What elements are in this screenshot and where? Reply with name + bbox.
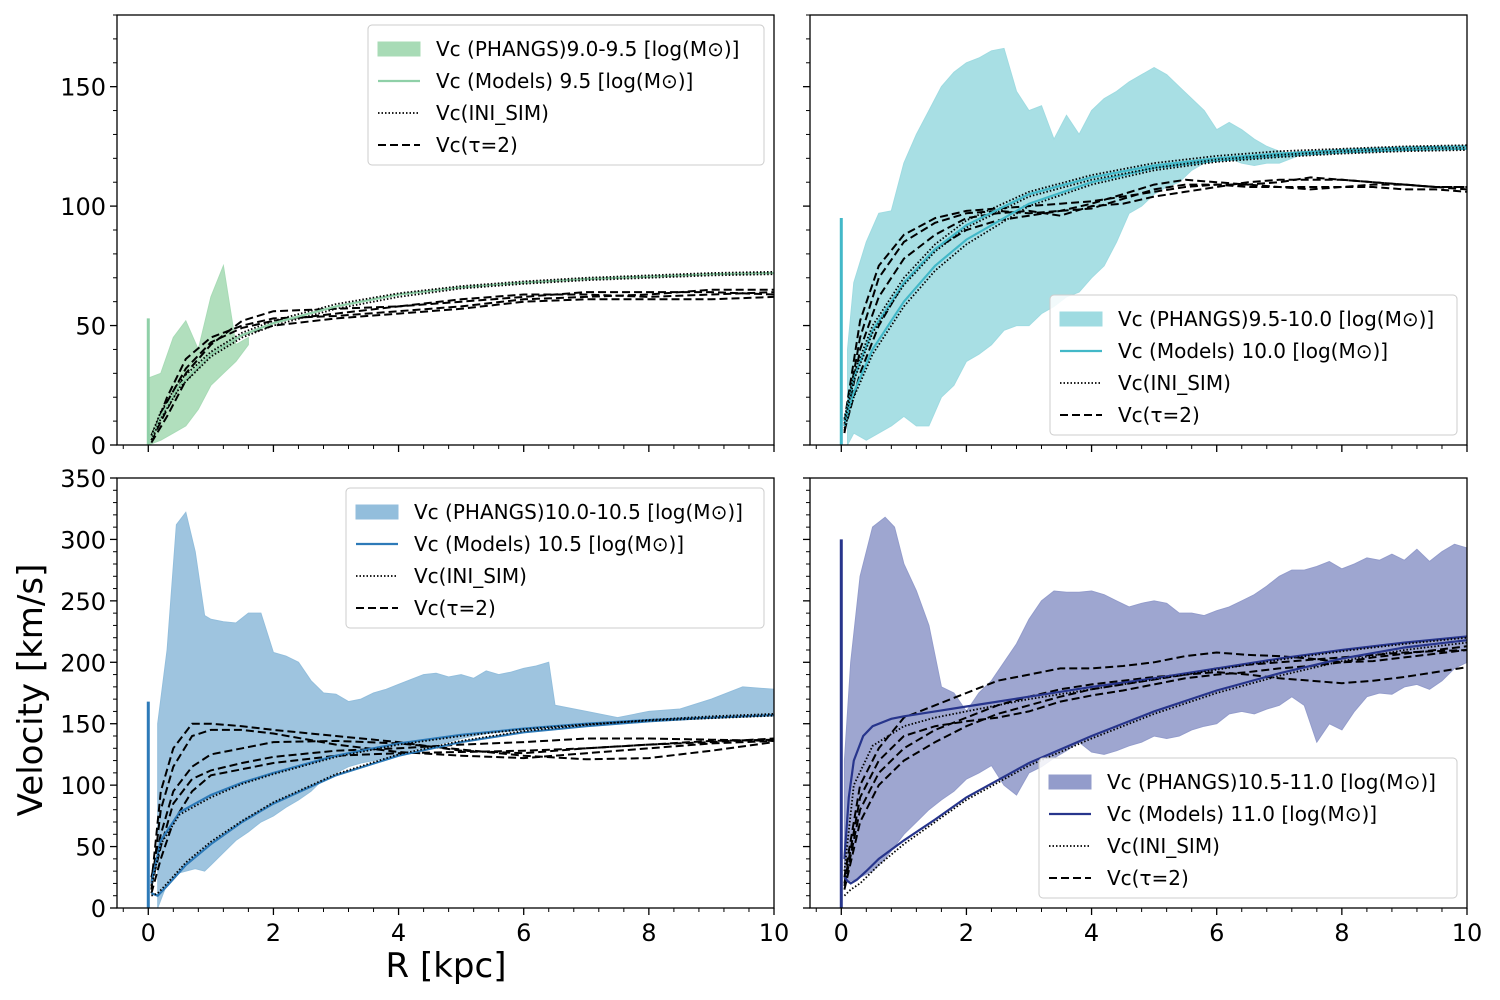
y-tick-label: 100 [60, 772, 106, 800]
tau2-line [150, 739, 774, 878]
tau2-line [150, 295, 774, 444]
legend-label: Vc(INI_SIM) [414, 564, 527, 588]
legend: Vc (PHANGS)10.0-10.5 [log(M⊙)] Vc (Models… [345, 487, 765, 629]
y-tick-label: 350 [60, 465, 106, 493]
x-tick-label: 6 [516, 919, 531, 947]
plot-area [839, 516, 1467, 908]
tau2-line [150, 291, 774, 441]
legend-label: Vc(INI_SIM) [1118, 371, 1231, 395]
panel-top-right: Vc (PHANGS)9.5-10.0 [log(M⊙)] Vc (Models)… [803, 14, 1468, 452]
legend: Vc (PHANGS)9.5-10.0 [log(M⊙)] Vc (Models)… [1049, 294, 1458, 436]
legend-label: Vc (Models) 11.0 [log(M⊙)] [1107, 802, 1377, 826]
x-tick-label: 6 [1209, 919, 1224, 947]
model-line [843, 145, 1467, 422]
legend-label: Vc (Models) 9.5 [log(M⊙)] [436, 69, 693, 93]
ini-sim-line [150, 714, 774, 887]
tau2-line [843, 183, 1467, 422]
legend: Vc (PHANGS)10.5-11.0 [log(M⊙)] Vc (Models… [1038, 757, 1458, 899]
legend-label: Vc(τ=2) [436, 133, 518, 157]
x-tick-label: 2 [959, 919, 974, 947]
legend-box [367, 24, 765, 166]
legend-label: Vc (PHANGS)10.5-11.0 [log(M⊙)] [1107, 770, 1436, 794]
legend-label: Vc (PHANGS)9.5-10.0 [log(M⊙)] [1118, 307, 1434, 331]
x-tick-label: 10 [1452, 919, 1483, 947]
ini-sim-line [843, 636, 1467, 872]
ini-sim-line [843, 641, 1467, 897]
legend-label: Vc (PHANGS)9.0-9.5 [log(M⊙)] [436, 37, 739, 61]
axes-frame [809, 477, 1468, 909]
y-tick-label: 50 [75, 834, 106, 862]
x-tick-label: 0 [834, 919, 849, 947]
legend-box [345, 487, 765, 629]
legend-box [1038, 757, 1458, 899]
legend-label: Vc(τ=2) [414, 596, 496, 620]
phangs-band [843, 516, 1467, 885]
plot-area [839, 47, 1467, 445]
plot-area [146, 263, 774, 445]
y-tick-label: 300 [60, 526, 106, 554]
legend-box [1049, 294, 1458, 436]
ini-sim-line [843, 149, 1467, 429]
y-tick-label: 200 [60, 649, 106, 677]
legend-label: Vc (Models) 10.5 [log(M⊙)] [414, 532, 684, 556]
legend-label: Vc (Models) 10.0 [log(M⊙)] [1118, 339, 1388, 363]
legend-band-swatch [1048, 774, 1092, 790]
x-tick-label: 4 [1084, 919, 1099, 947]
y-tick-label: 150 [60, 711, 106, 739]
model-line [151, 714, 774, 897]
legend-label: Vc(τ=2) [1107, 866, 1189, 890]
tau2-line [843, 666, 1467, 887]
plot-area [146, 511, 774, 908]
tau2-line [843, 645, 1467, 884]
legend-label: Vc(INI_SIM) [1107, 834, 1220, 858]
model-line [843, 147, 1467, 427]
x-tick-label: 0 [141, 919, 156, 947]
y-tick-label: 150 [60, 74, 106, 102]
y-axis-label: Velocity [km/s] [11, 564, 51, 817]
tau2-line [150, 737, 774, 887]
model-line [843, 635, 1467, 859]
legend-label: Vc(INI_SIM) [436, 101, 549, 125]
legend-label: Vc (PHANGS)10.0-10.5 [log(M⊙)] [414, 500, 743, 524]
x-axis-label: R [kpc] [386, 946, 507, 986]
tau2-line [150, 728, 774, 890]
x-tick-label: 8 [1334, 919, 1349, 947]
axes-frame [116, 477, 775, 909]
legend-band-swatch [355, 504, 399, 520]
legend: Vc (PHANGS)9.0-9.5 [log(M⊙)] Vc (Models) … [367, 24, 765, 166]
model-line [150, 271, 774, 439]
phangs-band [147, 263, 249, 445]
x-tick-label: 4 [391, 919, 406, 947]
legend-label: Vc(τ=2) [1118, 403, 1200, 427]
y-tick-label: 100 [60, 193, 106, 221]
phangs-band [157, 511, 774, 908]
tau2-line [843, 178, 1467, 434]
x-tick-label: 2 [266, 919, 281, 947]
ini-sim-line [843, 146, 1467, 424]
legend-band-swatch [377, 41, 421, 57]
model-line [843, 639, 1467, 885]
tau2-line [843, 649, 1467, 878]
x-tick-label: 8 [641, 919, 656, 947]
tau2-line [150, 291, 774, 436]
y-tick-label: 50 [75, 313, 106, 341]
ini-sim-line [150, 270, 774, 436]
y-tick-label: 0 [91, 895, 106, 923]
y-tick-label: 0 [91, 432, 106, 460]
legend-band-swatch [1059, 311, 1103, 327]
tau2-line [150, 288, 774, 439]
x-tick-label: 10 [759, 919, 790, 947]
ini-sim-line [150, 273, 774, 441]
tau2-line [843, 183, 1467, 427]
y-tick-label: 250 [60, 588, 106, 616]
